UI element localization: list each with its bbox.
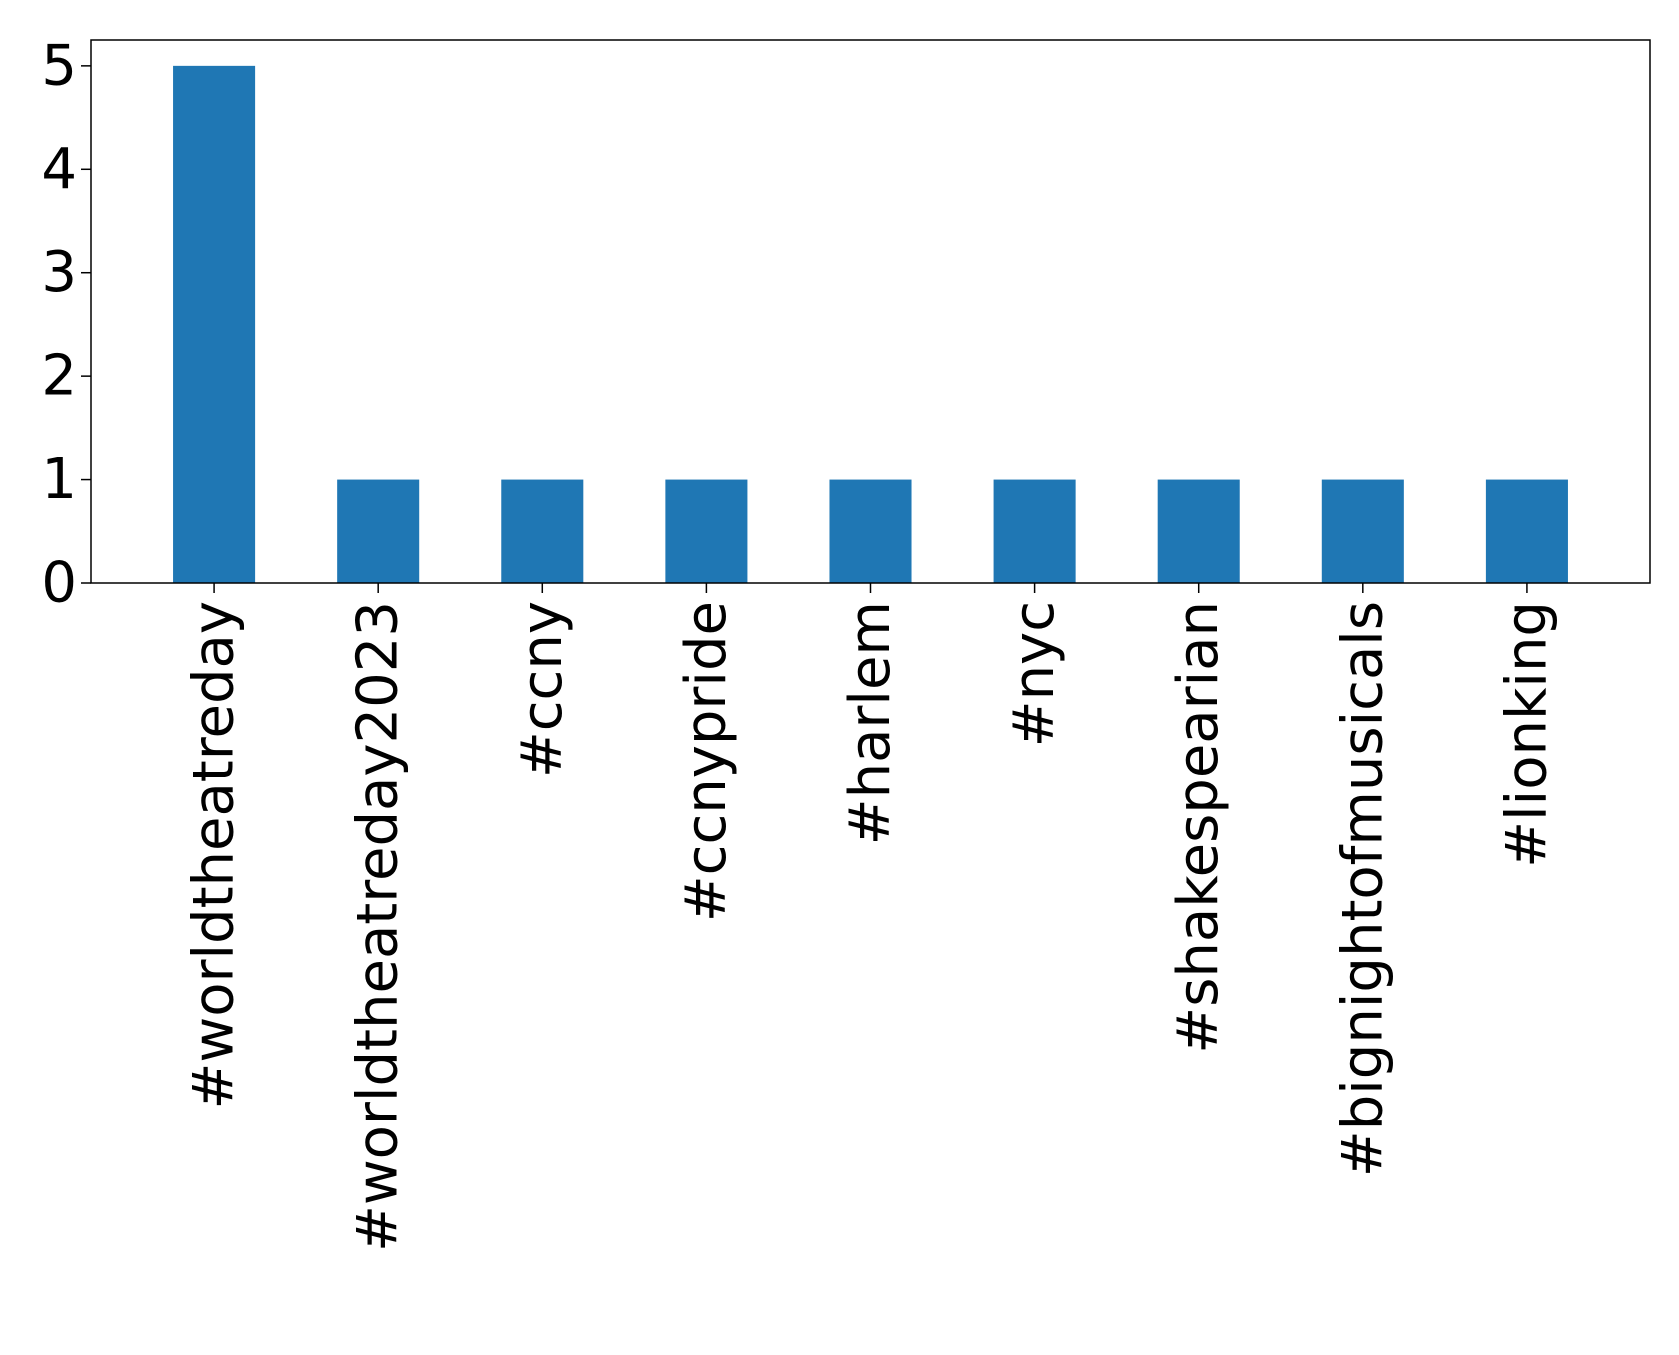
bar-nyc — [993, 479, 1076, 583]
x-tick-label: #worldtheatreday2023 — [346, 601, 411, 1252]
bars-group — [173, 65, 1568, 584]
bar-harlem — [829, 479, 912, 583]
x-tick-label: #ccny — [510, 601, 575, 778]
bar-shakespearian — [1157, 479, 1240, 583]
bar-ccnypride — [665, 479, 748, 583]
x-tick-label: #worldtheatreday — [182, 601, 247, 1110]
x-tick-label: #bignightofmusicals — [1330, 601, 1395, 1177]
y-tick-label: 0 — [41, 551, 77, 616]
bar-worldtheatreday — [173, 65, 256, 584]
y-axis-ticks: 0 1 2 3 4 5 — [41, 33, 91, 616]
y-tick-label: 1 — [41, 447, 77, 512]
bar-lionking — [1485, 479, 1568, 583]
y-tick-label: 5 — [41, 33, 77, 98]
y-tick-label: 2 — [41, 344, 77, 409]
x-tick-label: #shakespearian — [1166, 601, 1231, 1054]
plot-frame — [90, 39, 1651, 584]
bar-ccny — [501, 479, 584, 583]
bar-worldtheatreday2023 — [337, 479, 420, 583]
y-tick-label: 4 — [41, 137, 77, 202]
x-axis-ticks: #worldtheatreday #worldtheatreday2023 #ccn… — [182, 583, 1559, 1252]
bar-bignightofmusicals — [1321, 479, 1404, 583]
x-tick-label: #harlem — [838, 601, 903, 845]
x-tick-label: #ccnypride — [674, 601, 739, 922]
x-tick-label: #lionking — [1494, 601, 1559, 868]
x-tick-label: #nyc — [1002, 601, 1067, 747]
y-tick-label: 3 — [41, 240, 77, 305]
